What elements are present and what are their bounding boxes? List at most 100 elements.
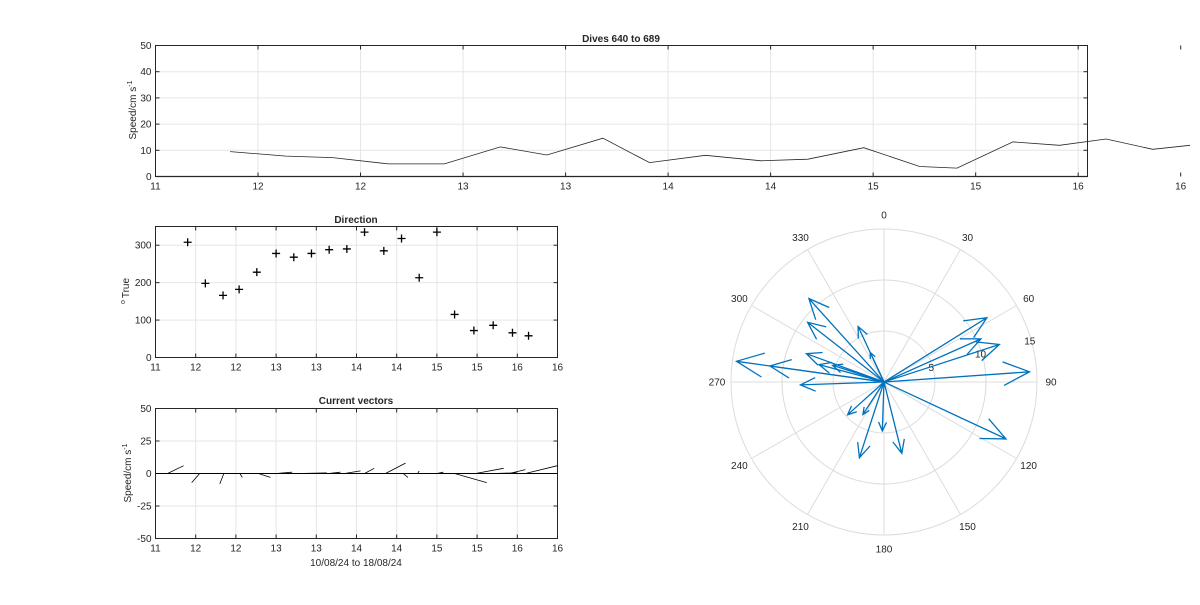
compass-spoke: [807, 381, 885, 515]
current-vector: [402, 473, 409, 478]
current-vector: [509, 469, 526, 474]
compass-arrow: [869, 350, 885, 383]
direction-point: [235, 285, 244, 294]
x-tick-label: 12: [230, 544, 242, 555]
speed-series-line: [230, 137, 1191, 169]
x-tick-label: 12: [190, 363, 202, 374]
compass-arrow: [734, 352, 885, 383]
compass-arrow: [857, 381, 885, 460]
compass-radius-label: 5: [928, 363, 934, 374]
x-tick-label: 13: [311, 544, 323, 555]
compass-angle-label: 210: [792, 522, 809, 533]
direction-point: [469, 326, 478, 335]
compass-arrow: [883, 338, 983, 383]
vectors-panel: Current vectors Speed/cm s-1 10/08/24 to…: [122, 396, 563, 569]
x-tick-label: 16: [552, 544, 564, 555]
y-tick-label: 25: [140, 437, 152, 448]
direction-panel: Direction oTrue 11 12 12 13 13 14 14 15 15 16 16 0 1…: [120, 215, 563, 374]
x-tick-label: 13: [311, 363, 323, 374]
compass-angle-label: 60: [1023, 294, 1035, 305]
y-tick-label: 0: [146, 469, 152, 480]
plot-background: [155, 45, 1088, 177]
x-tick-label: 16: [512, 363, 524, 374]
x-tick-label: 14: [391, 363, 403, 374]
speed-ylabel: Speed/cm s-1: [127, 80, 139, 139]
x-tick-label: 12: [190, 544, 202, 555]
x-tick-label: 16: [552, 363, 564, 374]
x-tick-label: 14: [391, 544, 403, 555]
x-tick-label: 13: [271, 363, 283, 374]
y-tick-label: 50: [140, 404, 152, 415]
direction-point: [183, 238, 192, 247]
compass-angle-label: 0: [881, 211, 887, 222]
x-tick-label: 15: [472, 363, 484, 374]
direction-point: [432, 228, 441, 237]
compass-arrow: [804, 351, 885, 383]
current-vector: [417, 470, 420, 474]
compass-angle-label: 180: [876, 545, 893, 556]
compass-arrow: [877, 381, 888, 433]
compass-angle-label: 30: [962, 233, 974, 244]
vectors-title: Current vectors: [319, 396, 394, 407]
y-tick-label: 40: [140, 67, 152, 78]
compass-arrow: [862, 381, 885, 416]
direction-point: [342, 244, 351, 253]
direction-point: [379, 246, 388, 255]
direction-ylabel: oTrue: [120, 278, 132, 305]
compass-arrow: [883, 316, 989, 383]
compass-spoke: [883, 305, 1017, 383]
current-vector: [493, 472, 518, 474]
compass-arrow: [883, 381, 1008, 440]
compass-angle-label: 240: [731, 461, 748, 472]
y-tick-label: 10: [140, 146, 152, 157]
compass-panel: 0 30 60 90 120 150 180 210 240 270 300 330 5 10 15: [709, 211, 1057, 556]
y-tick-label: 300: [135, 241, 152, 252]
current-vector: [219, 473, 225, 485]
compass-arrow: [883, 361, 1032, 386]
y-tick-label: -50: [137, 534, 152, 545]
compass-angle-label: 120: [1020, 461, 1037, 472]
y-tick-label: 100: [135, 316, 152, 327]
x-tick-label: 15: [472, 544, 484, 555]
compass-arrow: [817, 361, 885, 383]
x-tick-label: 14: [351, 363, 363, 374]
current-vector: [258, 473, 271, 478]
direction-point: [524, 331, 533, 340]
x-tick-label: 12: [252, 182, 264, 193]
x-tick-label: 15: [970, 182, 982, 193]
speed-title: Dives 640 to 689: [582, 34, 660, 45]
direction-point: [450, 310, 459, 319]
current-vector: [436, 471, 444, 474]
current-vector: [298, 472, 327, 474]
direction-point: [289, 253, 298, 262]
x-tick-label: 16: [512, 544, 524, 555]
compass-radius-label: 10: [975, 350, 987, 361]
current-vector: [191, 473, 201, 483]
x-tick-label: 15: [868, 182, 880, 193]
y-tick-label: 50: [140, 41, 152, 52]
axes-frame: [155, 226, 558, 358]
y-tick-label: 200: [135, 278, 152, 289]
x-tick-label: 13: [457, 182, 469, 193]
direction-point: [360, 228, 369, 237]
compass-spoke: [751, 305, 885, 383]
compass-spoke: [883, 381, 1017, 459]
compass-radius-label: 15: [1024, 336, 1036, 347]
x-tick-label: 16: [1073, 182, 1085, 193]
y-tick-label: 30: [140, 93, 152, 104]
x-tick-label: 15: [431, 363, 443, 374]
current-vector: [344, 470, 361, 474]
x-tick-label: 13: [271, 544, 283, 555]
compass-spoke: [751, 381, 885, 459]
current-vector: [364, 467, 375, 474]
x-tick-label: 11: [150, 544, 161, 555]
current-vector: [454, 473, 487, 483]
direction-title: Direction: [334, 215, 377, 226]
current-vector: [239, 473, 243, 478]
x-tick-label: 14: [351, 544, 363, 555]
compass-arrow: [883, 341, 1001, 383]
x-tick-label: 13: [560, 182, 572, 193]
x-tick-label: 12: [355, 182, 367, 193]
direction-point: [508, 328, 517, 337]
y-tick-label: 0: [146, 353, 152, 364]
